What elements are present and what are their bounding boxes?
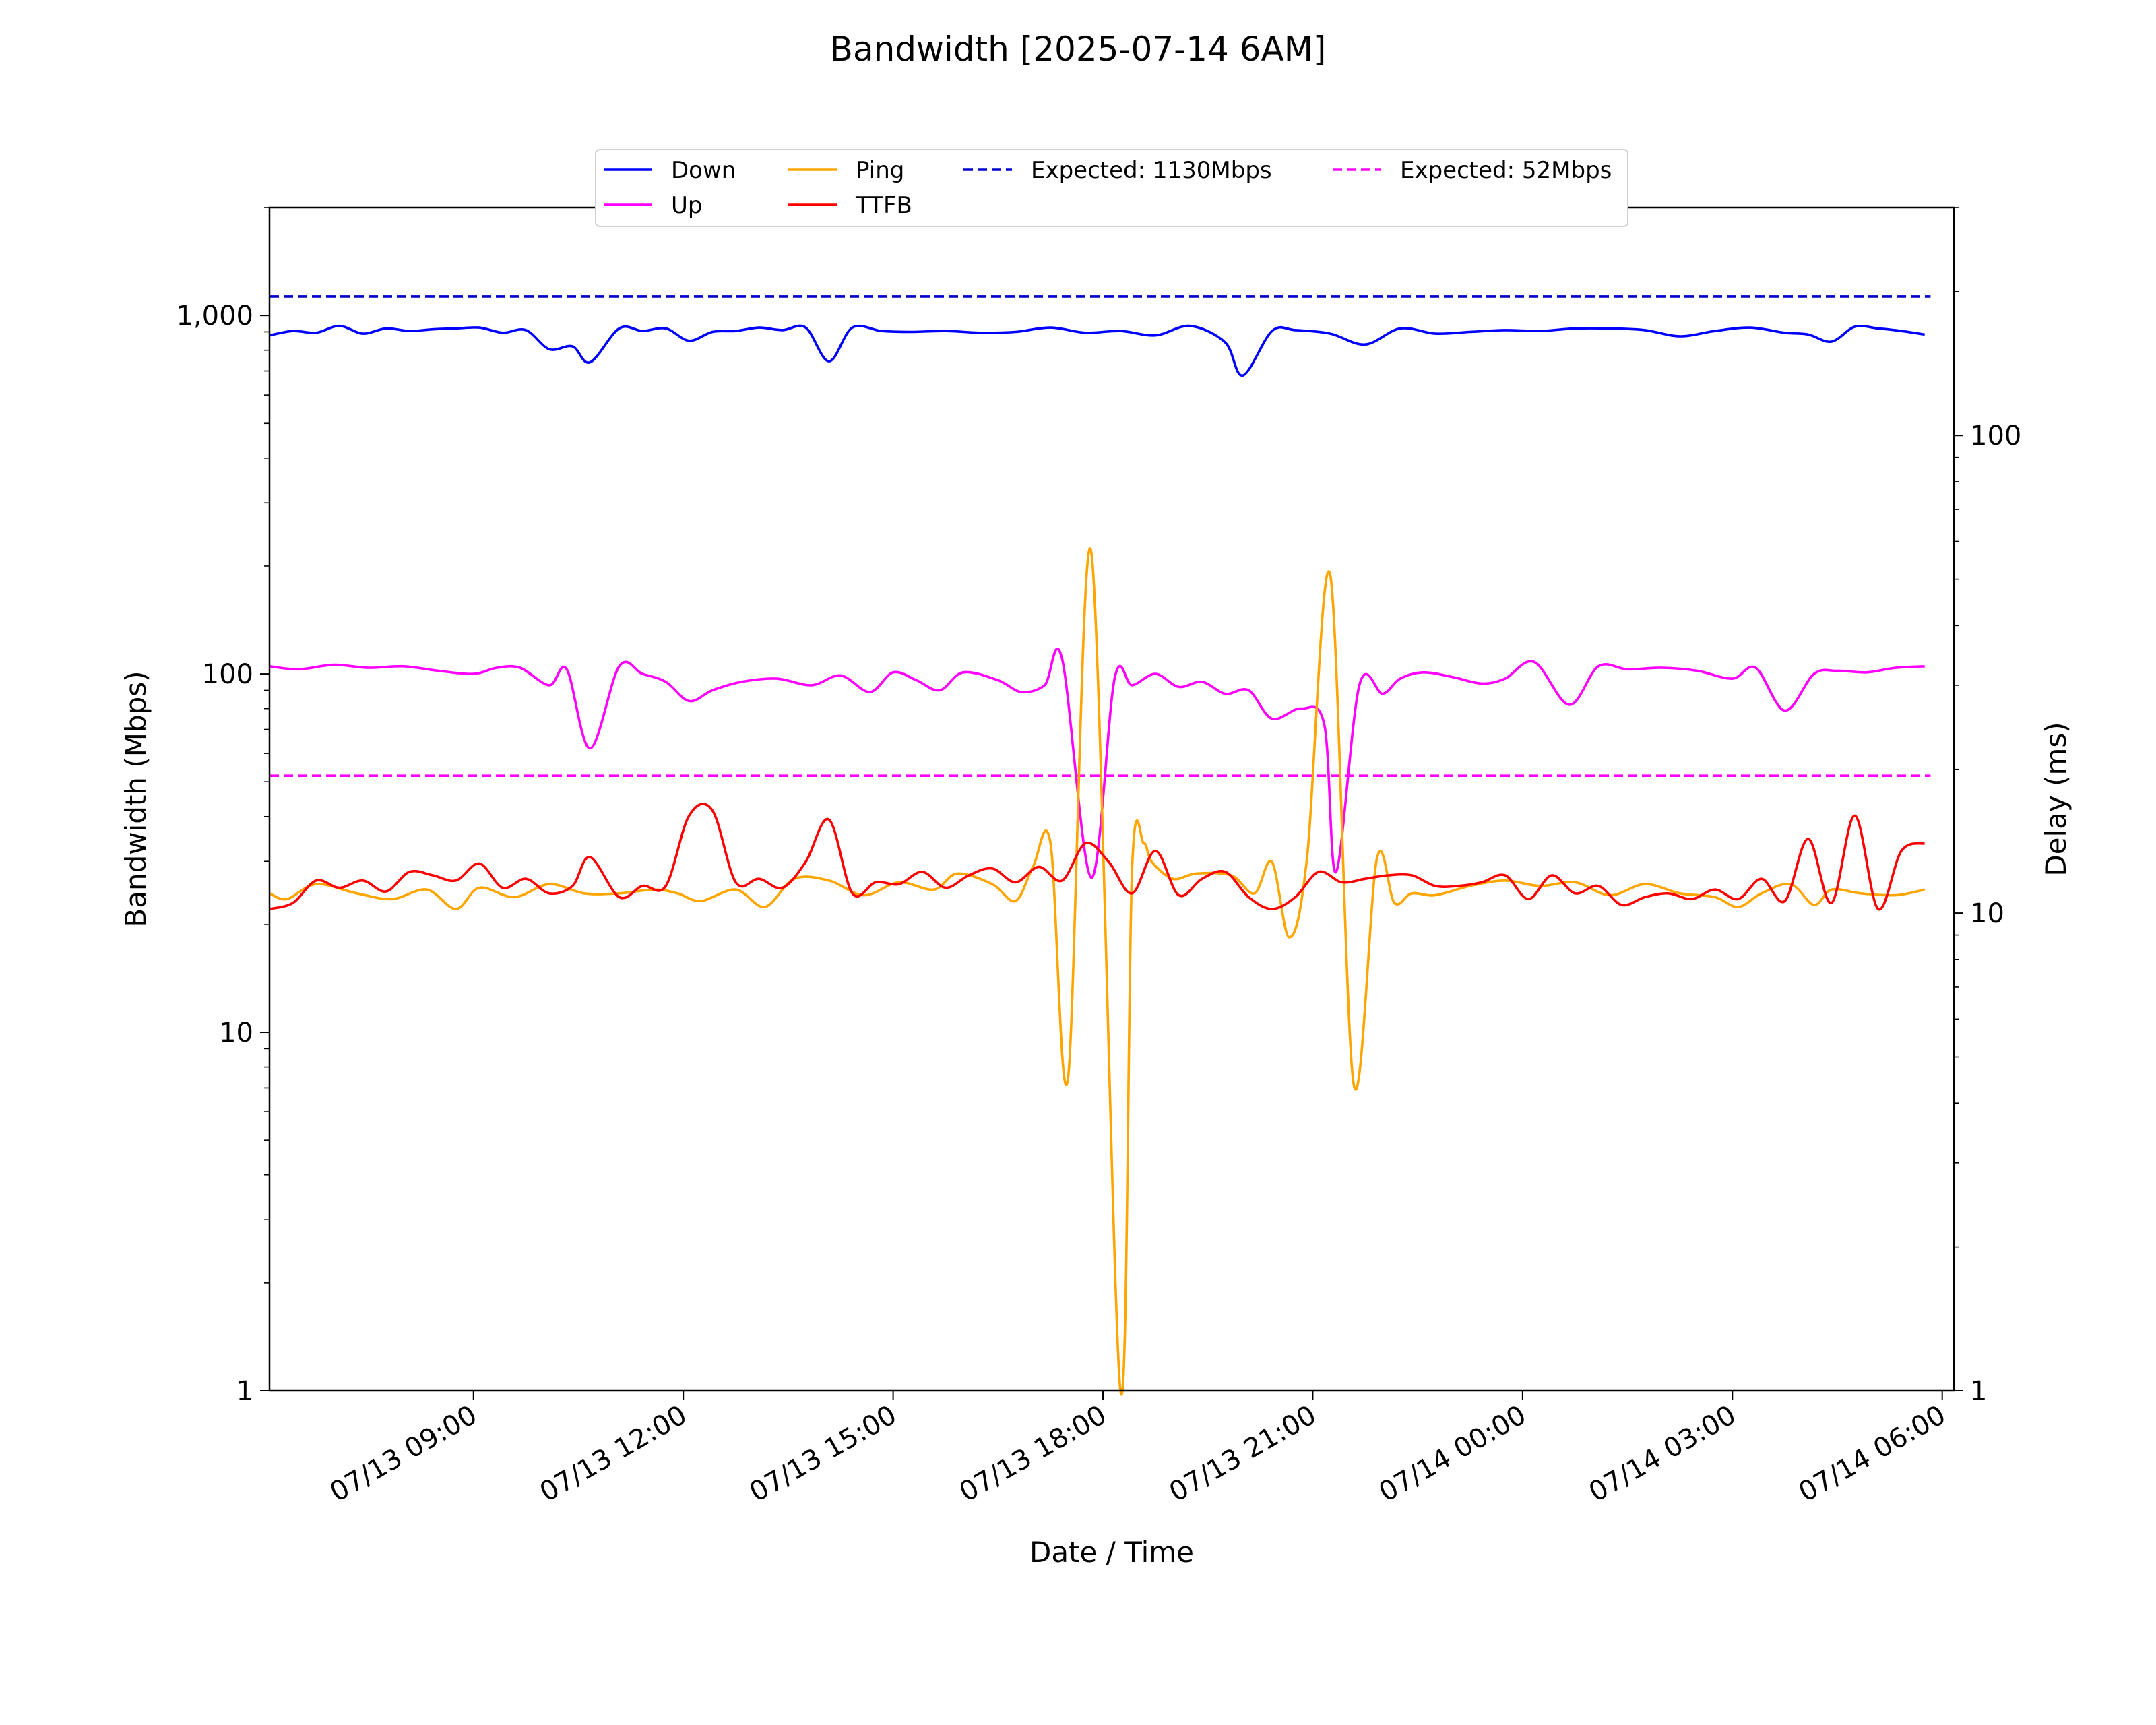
chart-title: Bandwidth [2025-07-14 6AM]	[830, 30, 1327, 69]
series-line-down	[269, 324, 1925, 377]
x-tick-label: 07/14 03:00	[1584, 1400, 1742, 1508]
legend-label-expected-52mbps: Expected: 52Mbps	[1400, 157, 1612, 184]
plot-frame	[268, 206, 1955, 1392]
y-tick-label: 1	[236, 1376, 253, 1407]
x-tick-label: 07/13 15:00	[744, 1400, 902, 1508]
y-axis-ticks-left: 1 10 100 1,000	[176, 207, 270, 1407]
x-tick-label: 07/13 09:00	[325, 1400, 482, 1508]
legend: Down Up Ping TTFB Expected: 1130Mbps Expected…	[595, 149, 1628, 227]
series-line-up	[269, 648, 1925, 879]
y-axis-label-right: Delay (ms)	[2039, 722, 2072, 876]
y-tick-label: 100	[202, 659, 253, 690]
y-right-tick-label: 10	[1970, 898, 2004, 929]
legend-label-expected-1130mbps: Expected: 1130Mbps	[1031, 157, 1272, 184]
series-layer	[269, 295, 1931, 1396]
y-axis-label-left: Bandwidth (Mbps)	[119, 670, 152, 927]
x-axis-ticks: 07/13 09:00 07/13 12:00 07/13 15:00 07/13 1…	[325, 1391, 1951, 1508]
series-line-ping	[269, 547, 1926, 1396]
series-line-ttfb	[269, 803, 1926, 911]
legend-label-down: Down	[671, 157, 736, 184]
x-tick-label: 07/13 18:00	[954, 1400, 1112, 1508]
legend-label-up: Up	[671, 192, 702, 219]
x-tick-label: 07/14 06:00	[1794, 1400, 1951, 1508]
x-axis-label: Date / Time	[1029, 1536, 1194, 1569]
y-axis-ticks-right: 1 10 100	[1954, 207, 2021, 1407]
x-tick-label: 07/13 21:00	[1164, 1400, 1322, 1508]
y-tick-label: 10	[219, 1017, 253, 1048]
y-tick-label: 1,000	[176, 301, 253, 332]
x-tick-label: 07/14 00:00	[1374, 1400, 1531, 1508]
legend-label-ttfb: TTFB	[855, 192, 912, 219]
y-right-tick-label: 100	[1970, 420, 2021, 451]
legend-label-ping: Ping	[856, 157, 904, 184]
x-tick-label: 07/13 12:00	[535, 1400, 693, 1508]
y-right-tick-label: 1	[1970, 1376, 1987, 1407]
